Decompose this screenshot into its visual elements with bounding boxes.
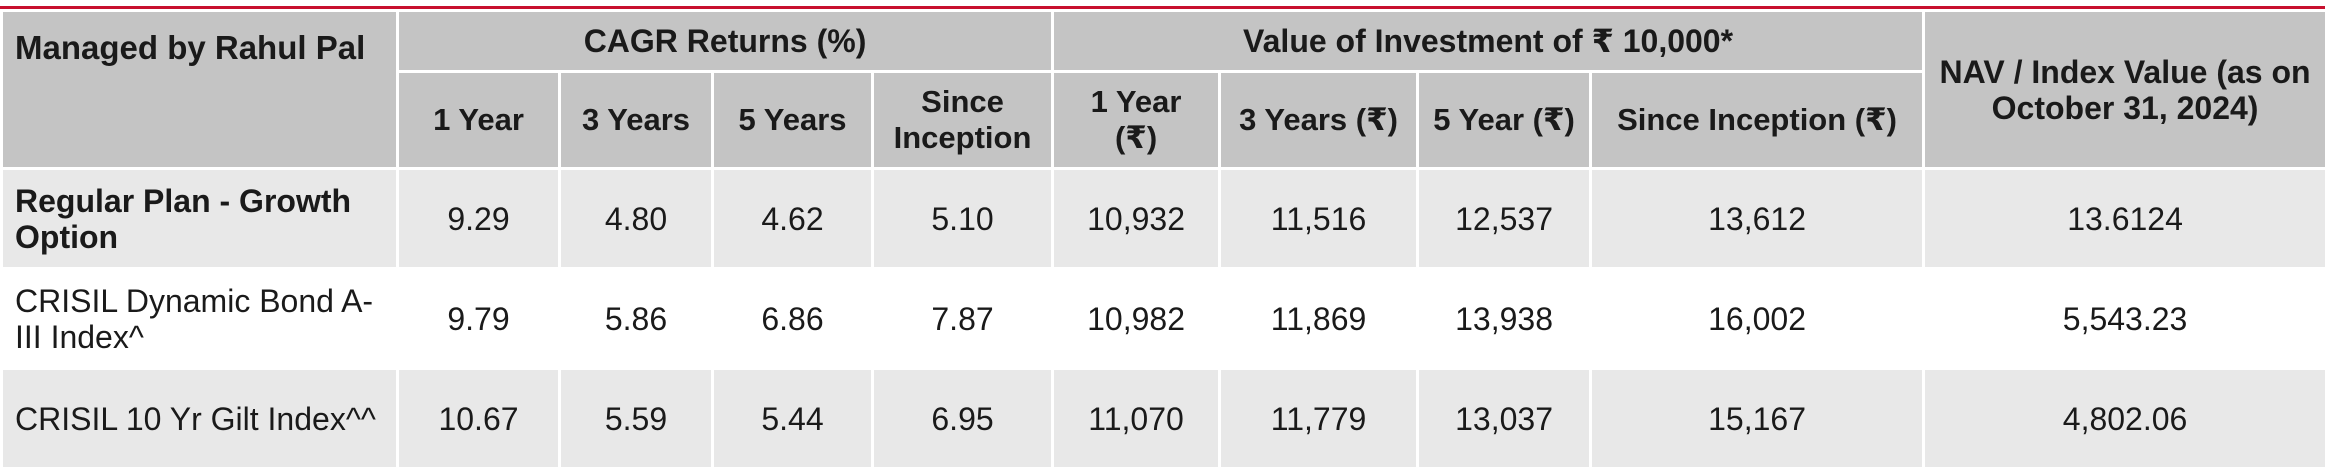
nav-cell: 13.6124 <box>1924 169 2325 269</box>
value-group-header: Value of Investment of ₹ 10,000* <box>1053 11 1924 72</box>
header-row-groups: Managed by Rahul Pal CAGR Returns (%) Va… <box>2 11 2325 72</box>
cagr-col-header: 5 Years <box>713 72 873 169</box>
performance-table: Managed by Rahul Pal CAGR Returns (%) Va… <box>0 9 2325 470</box>
value-cell: 10,982 <box>1053 269 1220 369</box>
nav-header: NAV / Index Value (as on October 31, 202… <box>1924 11 2325 169</box>
value-cell: 11,779 <box>1220 369 1418 469</box>
cagr-cell: 5.86 <box>560 269 713 369</box>
table-row: Regular Plan - Growth Option 9.29 4.80 4… <box>2 169 2325 269</box>
value-cell: 10,932 <box>1053 169 1220 269</box>
performance-table-container: Managed by Rahul Pal CAGR Returns (%) Va… <box>0 6 2325 460</box>
cagr-cell: 9.79 <box>398 269 560 369</box>
cagr-cell: 9.29 <box>398 169 560 269</box>
row-label: CRISIL Dynamic Bond A-III Index^ <box>2 269 398 369</box>
value-cell: 11,869 <box>1220 269 1418 369</box>
cagr-cell: 7.87 <box>873 269 1053 369</box>
row-label: Regular Plan - Growth Option <box>2 169 398 269</box>
cagr-cell: 5.44 <box>713 369 873 469</box>
value-col-header: 1 Year (₹) <box>1053 72 1220 169</box>
value-col-header: 3 Years (₹) <box>1220 72 1418 169</box>
value-cell: 12,537 <box>1418 169 1591 269</box>
cagr-cell: 10.67 <box>398 369 560 469</box>
cagr-cell: 6.86 <box>713 269 873 369</box>
value-cell: 13,938 <box>1418 269 1591 369</box>
cagr-cell: 4.80 <box>560 169 713 269</box>
row-label: CRISIL 10 Yr Gilt Index^^ <box>2 369 398 469</box>
manager-header: Managed by Rahul Pal <box>2 11 398 169</box>
cagr-col-header: 3 Years <box>560 72 713 169</box>
value-cell: 13,612 <box>1591 169 1924 269</box>
table-row: CRISIL 10 Yr Gilt Index^^ 10.67 5.59 5.4… <box>2 369 2325 469</box>
cagr-cell: 5.10 <box>873 169 1053 269</box>
cagr-cell: 5.59 <box>560 369 713 469</box>
cagr-cell: 6.95 <box>873 369 1053 469</box>
cagr-cell: 4.62 <box>713 169 873 269</box>
value-col-header: Since Inception (₹) <box>1591 72 1924 169</box>
value-cell: 13,037 <box>1418 369 1591 469</box>
cagr-col-header: 1 Year <box>398 72 560 169</box>
value-cell: 15,167 <box>1591 369 1924 469</box>
nav-cell: 4,802.06 <box>1924 369 2325 469</box>
value-cell: 16,002 <box>1591 269 1924 369</box>
table-row: CRISIL Dynamic Bond A-III Index^ 9.79 5.… <box>2 269 2325 369</box>
value-cell: 11,070 <box>1053 369 1220 469</box>
cagr-group-header: CAGR Returns (%) <box>398 11 1053 72</box>
cagr-col-header: Since Inception <box>873 72 1053 169</box>
value-cell: 11,516 <box>1220 169 1418 269</box>
value-col-header: 5 Year (₹) <box>1418 72 1591 169</box>
nav-cell: 5,543.23 <box>1924 269 2325 369</box>
